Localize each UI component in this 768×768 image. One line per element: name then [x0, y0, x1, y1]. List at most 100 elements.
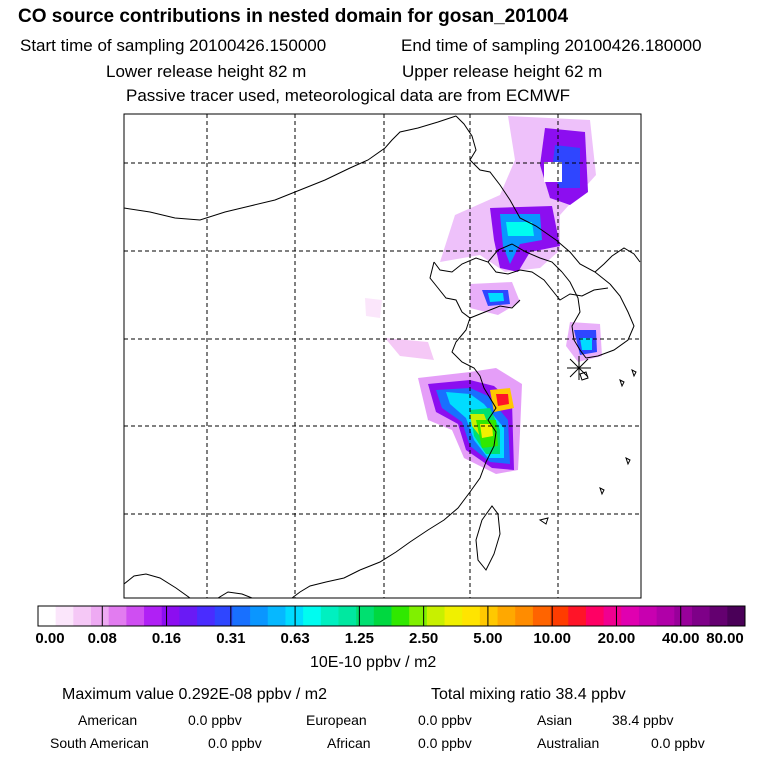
lower-height-label: Lower release height 82 m	[106, 62, 307, 81]
korea-east-coast	[585, 283, 635, 359]
region-value: 0.0 ppbv	[418, 735, 472, 751]
region-value: 0.0 ppbv	[651, 735, 705, 751]
colorbar-swatch	[373, 606, 392, 626]
total-mixing-label: Total mixing ratio 38.4 ppbv	[431, 686, 626, 703]
colorbar-swatch	[709, 606, 728, 626]
ryukyu-4	[599, 487, 605, 496]
colorbar-swatch	[585, 606, 605, 626]
end-time-label: End time of sampling 20100426.180000	[401, 36, 702, 55]
colorbar-swatch	[674, 606, 693, 626]
colorbar	[37, 605, 746, 627]
colorbar-swatch	[727, 606, 746, 626]
region-label: Asian	[537, 712, 573, 728]
colorbar-tick-label: 0.08	[87, 630, 117, 647]
upper-height-label: Upper release height 62 m	[402, 62, 603, 81]
colorbar-swatch	[179, 606, 198, 626]
southwest-border	[124, 573, 191, 598]
start-time-label: Start time of sampling 20100426.150000	[20, 36, 327, 55]
colorbar-swatch	[462, 606, 481, 626]
colorbar-tick-label: 1.25	[344, 630, 374, 647]
colorbar-swatch	[391, 606, 410, 626]
colorbar-swatch	[638, 606, 658, 626]
colorbar-swatch	[409, 606, 428, 626]
colorbar-tick-label: 0.63	[280, 630, 310, 647]
colorbar-swatch	[214, 606, 233, 626]
colorbar-swatch	[55, 606, 74, 626]
colorbar-swatch	[161, 606, 180, 626]
colorbar-swatch	[250, 606, 269, 626]
colorbar-swatch	[621, 606, 640, 626]
hainan-tip	[217, 591, 253, 598]
colorbar-swatch	[144, 606, 163, 626]
colorbar-tick-label: 80.00	[706, 630, 744, 647]
plume-layer	[365, 116, 602, 474]
colorbar-swatch	[550, 606, 569, 626]
colorbar-tick-label: 0.31	[216, 630, 246, 647]
bohai-west	[429, 261, 521, 319]
max-value-label: Maximum value 0.292E-08 ppbv / m2	[62, 686, 328, 703]
colorbar-swatch	[267, 606, 286, 626]
tracer-note: Passive tracer used, meteorological data…	[126, 86, 571, 105]
region-value: 0.0 ppbv	[188, 712, 242, 728]
ryukyu-1	[631, 369, 637, 378]
colorbar-swatch	[108, 606, 127, 626]
colorbar-swatch	[38, 606, 57, 626]
colorbar-tick-label: 2.50	[409, 630, 439, 647]
colorbar-swatch	[197, 606, 216, 626]
region-label: American	[78, 712, 138, 728]
region-value: 0.0 ppbv	[208, 735, 262, 751]
mongolia-border	[124, 115, 457, 221]
colorbar-frame	[37, 605, 746, 627]
plume-nk-inner	[506, 222, 534, 236]
colorbar-swatch	[73, 606, 92, 626]
colorbar-swatch	[126, 606, 145, 626]
region-label: Australian	[537, 735, 600, 751]
region-value: 0.0 ppbv	[418, 712, 472, 728]
region-label: African	[327, 735, 371, 751]
plume-shandong-inner	[488, 293, 504, 302]
colorbar-swatch	[515, 606, 534, 626]
ryukyu-3	[625, 457, 631, 466]
colorbar-swatch	[603, 606, 622, 626]
plume-west-faint2	[365, 298, 382, 318]
region-label: South American	[50, 735, 149, 751]
colorbar-tick-label: 5.00	[473, 630, 503, 647]
guangdong-coast	[291, 569, 361, 598]
colorbar-swatch	[232, 606, 251, 626]
colorbar-swatch	[338, 606, 357, 626]
taiwan	[475, 505, 501, 571]
colorbar-swatch	[656, 606, 675, 626]
colorbar-tick-label: 40.00	[661, 630, 700, 647]
chart-title: CO source contributions in nested domain…	[18, 6, 569, 27]
colorbar-tick-label: 0.00	[35, 630, 65, 647]
plume-shanghai-core	[496, 394, 509, 406]
colorbar-units: 10E-10 ppbv / m2	[310, 654, 437, 671]
region-label: European	[306, 712, 367, 728]
liaodong	[487, 243, 563, 273]
plume-northeast-hole	[544, 162, 562, 182]
colorbar-swatch	[497, 606, 516, 626]
manchuria-border	[455, 115, 611, 285]
yellow-sea-west-coast	[359, 317, 497, 571]
colorbar-swatch	[285, 606, 304, 626]
region-value: 38.4 ppbv	[612, 712, 674, 728]
colorbar-swatch	[356, 606, 375, 626]
colorbar-swatch	[426, 606, 446, 626]
plot-frame	[123, 113, 642, 599]
plume-zhejiang-yellow	[480, 424, 493, 438]
graticule	[124, 114, 641, 598]
colorbar-swatch	[320, 606, 339, 626]
korea-west-coast	[561, 271, 587, 359]
plume-korea-inner	[580, 338, 592, 350]
colorbar-swatch	[444, 606, 463, 626]
ryukyu-2	[619, 379, 625, 388]
colorbar-swatch	[568, 606, 587, 626]
colorbar-tick-label: 0.16	[151, 630, 182, 647]
korea-north	[594, 247, 641, 273]
colorbar-tick-label: 20.00	[597, 630, 636, 647]
colorbar-swatch	[91, 606, 110, 626]
colorbar-swatch	[691, 606, 711, 626]
bohai-coast	[433, 257, 609, 301]
coastline-layer	[124, 115, 641, 598]
